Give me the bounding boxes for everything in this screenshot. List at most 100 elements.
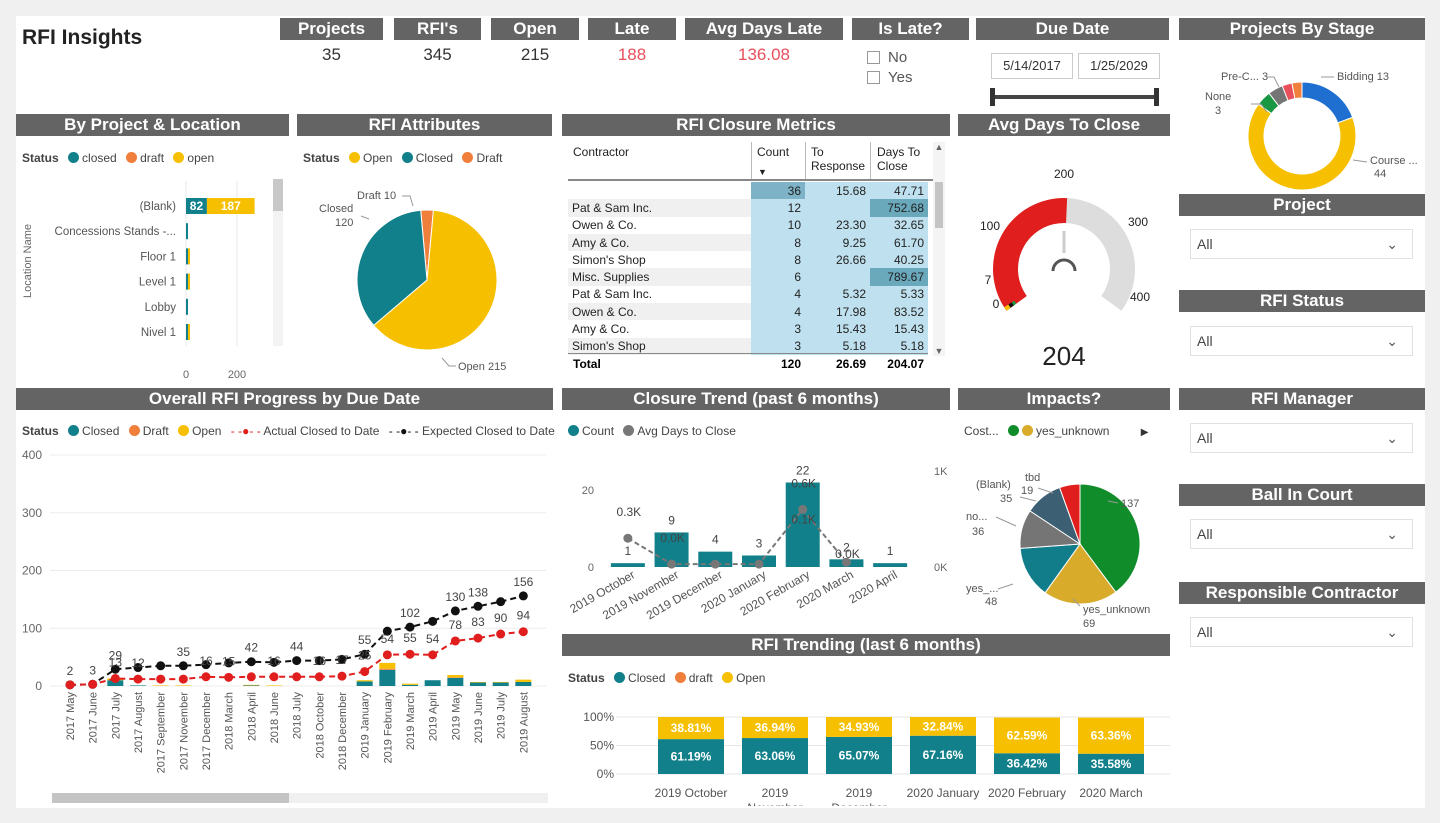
gauge-tick-400: 400 [1130, 290, 1150, 304]
col-header-to-response[interactable]: To Response [811, 145, 866, 173]
col-header-days-to-close[interactable]: Days To Close [877, 145, 921, 173]
trending-bar-open [742, 717, 808, 739]
stage-label-prec: Pre-C... 3 [1221, 71, 1268, 83]
impact-label-blank: (Blank) [976, 479, 1011, 491]
due-date-slider-handle-end[interactable] [1154, 88, 1159, 106]
legend-next-icon[interactable]: ▶ [1140, 427, 1149, 438]
loc-category-label: Floor 1 [140, 251, 176, 263]
loc-scrollbar[interactable] [273, 179, 283, 346]
table-row[interactable]: Amy & Co. 3 15.43 15.43 [568, 320, 928, 338]
project-slicer-dropdown[interactable]: All ⌄ [1190, 229, 1413, 259]
table-row[interactable]: Amy & Co. 8 9.25 61.70 [568, 233, 928, 252]
line-point [428, 650, 438, 660]
trend-count-label: 2 [843, 540, 850, 554]
legend-item-draft: Draft [476, 151, 503, 165]
closure-table-scrollbar[interactable]: ▲ ▼ [933, 142, 945, 356]
x-tick-label: 2019 June [473, 692, 485, 743]
loc-bar-closed [186, 273, 188, 290]
table-row[interactable]: Pat & Sam Inc. 4 5.32 5.33 [568, 285, 928, 304]
progress-bar-open [379, 662, 396, 669]
y-tick-label: 0 [35, 679, 42, 693]
stage-label-course: Course ... [1370, 155, 1418, 167]
trend-avg-point [754, 559, 764, 569]
col-header-contractor[interactable]: Contractor [573, 145, 630, 159]
line-point [473, 633, 483, 643]
is-late-no-checkbox[interactable]: No [867, 49, 907, 66]
table-row[interactable]: Pat & Sam Inc. 12 752.68 [568, 199, 928, 217]
y-tick-label: 100 [22, 621, 42, 635]
trend-count-bar [698, 551, 733, 567]
table-cell: 4 [751, 285, 805, 304]
x-tick-label: 2019 May [450, 692, 462, 741]
trend-count-label: 4 [712, 533, 719, 547]
actual-point-label: 55 [403, 631, 417, 645]
page-title: RFI Insights [22, 26, 143, 49]
rfi-manager-slicer-dropdown[interactable]: All ⌄ [1190, 423, 1413, 453]
table-cell [568, 182, 751, 200]
legend-item-actual: Actual Closed to Date [263, 424, 380, 438]
line-point [246, 672, 256, 682]
table-cell: Amy & Co. [568, 233, 751, 252]
line-point [360, 649, 370, 659]
stage-label-none-value: 3 [1215, 105, 1221, 117]
table-row[interactable]: Simon's Shop 8 26.66 40.25 [568, 251, 928, 269]
table-row[interactable]: Owen & Co. 10 23.30 32.65 [568, 216, 928, 234]
chevron-down-icon[interactable]: ▼ [934, 346, 944, 356]
progress-bar-closed [402, 684, 418, 686]
table-row[interactable]: Simon's Shop 3 5.18 5.18 [568, 337, 928, 355]
kpi-avg-days-late-header: Avg Days Late [685, 18, 843, 40]
impact-slice-yes-unknown-green [1079, 483, 1141, 593]
chevron-up-icon[interactable]: ▲ [934, 142, 944, 152]
due-date-slider-handle-start[interactable] [990, 88, 995, 106]
due-date-slider-track[interactable] [993, 95, 1156, 99]
progress-bar-open [243, 684, 260, 686]
progress-bar-closed [492, 682, 509, 686]
legend-item-expected: Expected Closed to Date [422, 424, 555, 438]
progress-bar-open [515, 679, 532, 682]
col-header-count[interactable]: Count [757, 145, 790, 159]
table-cell: 61.70 [870, 233, 928, 252]
projects-by-stage-header: Projects By Stage [1179, 18, 1425, 40]
progress-scrollbar-thumb[interactable] [52, 793, 289, 803]
line-point [292, 656, 302, 666]
closure-trend-header: Closure Trend (past 6 months) [562, 388, 950, 410]
trend-count-bar [785, 482, 820, 567]
legend-title: Cost... [964, 424, 999, 438]
trend-count-label: 1 [625, 544, 632, 558]
total-label: Total [573, 357, 601, 371]
due-date-start-input[interactable]: 5/14/2017 [991, 53, 1073, 79]
line-point [518, 627, 528, 637]
loc-scrollbar-thumb[interactable] [273, 179, 283, 211]
table-cell: 5.32 [805, 285, 870, 304]
progress-bar-closed [356, 681, 373, 686]
chevron-down-icon: ⌄ [1386, 333, 1398, 349]
x-tick-label: 2019 March [405, 692, 417, 750]
table-row[interactable]: Owen & Co. 4 17.98 83.52 [568, 303, 928, 321]
is-late-yes-checkbox[interactable]: Yes [867, 69, 912, 86]
legend-item-closed: closed [82, 151, 117, 165]
sort-desc-icon[interactable]: ▼ [758, 167, 767, 177]
is-late-header: Is Late? [852, 18, 969, 40]
ball-in-court-slicer-dropdown[interactable]: All ⌄ [1190, 519, 1413, 549]
attr-label-closed: Closed [319, 203, 353, 215]
rfi-status-slicer-dropdown[interactable]: All ⌄ [1190, 326, 1413, 356]
kpi-projects-header: Projects [280, 18, 383, 40]
stage-label-none: None [1205, 91, 1231, 103]
x-tick-label: 2019 [762, 786, 789, 800]
progress-legend: Status Closed Draft Open - -●- - Actual … [22, 424, 555, 438]
closure-scroll-thumb[interactable] [935, 182, 943, 228]
trend-count-bar [610, 563, 645, 567]
actual-point-label: 83 [471, 615, 485, 629]
table-row[interactable]: Misc. Supplies 6 789.67 [568, 268, 928, 286]
progress-scrollbar[interactable] [52, 793, 548, 803]
trend-avg-label: 0.6K [791, 476, 816, 490]
actual-point-label: 16 [267, 654, 281, 668]
table-row[interactable]: 36 15.68 47.71 [568, 182, 928, 200]
table-cell [805, 199, 870, 217]
due-date-end-input[interactable]: 1/25/2029 [1078, 53, 1160, 79]
responsible-contractor-slicer-dropdown[interactable]: All ⌄ [1190, 617, 1413, 647]
actual-point-label: 90 [494, 611, 508, 625]
x-tick-label: 2018 April [246, 692, 258, 741]
rfi-attributes-legend: Status Open Closed Draft [303, 151, 502, 165]
impact-label-no-value: 36 [972, 526, 984, 538]
